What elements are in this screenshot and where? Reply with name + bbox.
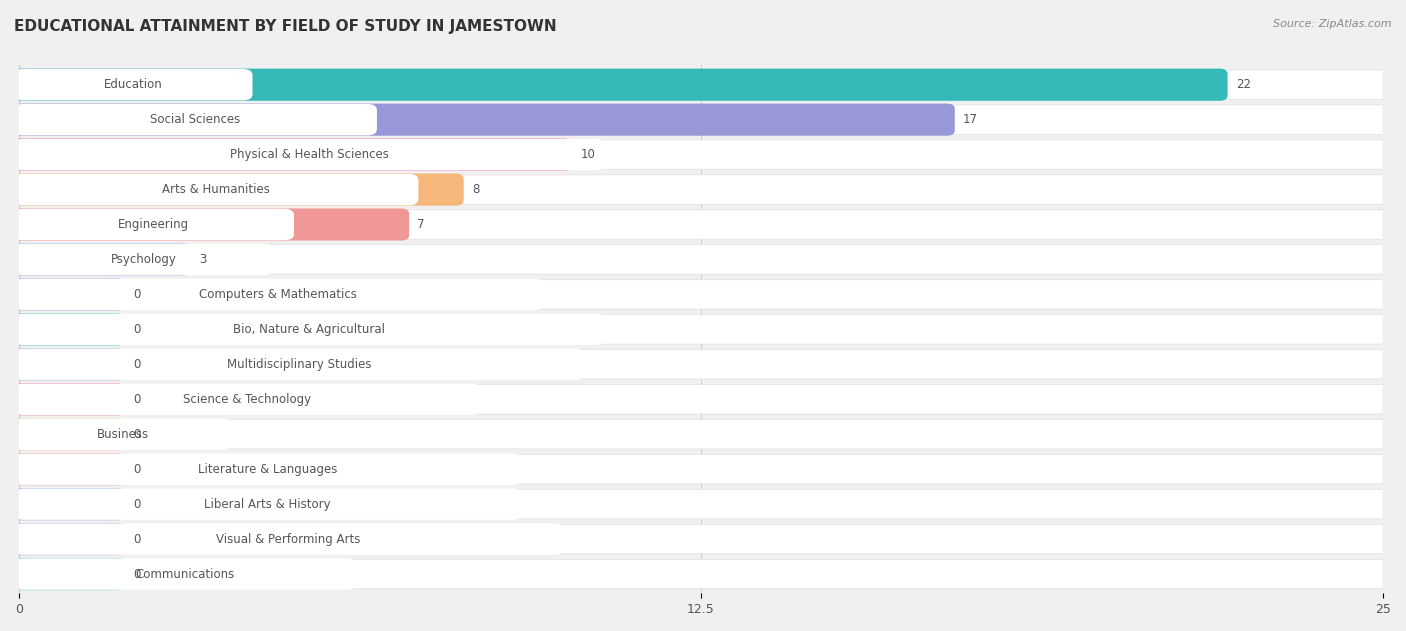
Text: Engineering: Engineering (118, 218, 190, 231)
Text: 0: 0 (134, 567, 141, 581)
FancyBboxPatch shape (11, 174, 464, 206)
FancyBboxPatch shape (14, 454, 522, 485)
Text: 0: 0 (134, 288, 141, 301)
FancyBboxPatch shape (14, 244, 273, 275)
Text: 0: 0 (134, 428, 141, 440)
FancyBboxPatch shape (11, 69, 1227, 101)
FancyBboxPatch shape (11, 278, 125, 310)
FancyBboxPatch shape (14, 418, 232, 450)
Text: Arts & Humanities: Arts & Humanities (162, 183, 270, 196)
Text: Liberal Arts & History: Liberal Arts & History (204, 498, 332, 510)
Text: Social Sciences: Social Sciences (150, 113, 240, 126)
FancyBboxPatch shape (11, 558, 125, 590)
FancyBboxPatch shape (14, 104, 377, 136)
FancyBboxPatch shape (20, 315, 1384, 344)
Text: Psychology: Psychology (111, 253, 176, 266)
FancyBboxPatch shape (20, 524, 1384, 554)
Text: 0: 0 (134, 463, 141, 476)
Text: Education: Education (104, 78, 163, 91)
FancyBboxPatch shape (14, 139, 605, 170)
Text: 0: 0 (134, 358, 141, 371)
FancyBboxPatch shape (14, 558, 356, 590)
FancyBboxPatch shape (20, 454, 1384, 484)
FancyBboxPatch shape (20, 385, 1384, 414)
FancyBboxPatch shape (11, 453, 125, 485)
Text: Business: Business (97, 428, 149, 440)
Text: Computers & Mathematics: Computers & Mathematics (200, 288, 357, 301)
Text: 0: 0 (134, 498, 141, 510)
FancyBboxPatch shape (20, 105, 1384, 134)
Text: EDUCATIONAL ATTAINMENT BY FIELD OF STUDY IN JAMESTOWN: EDUCATIONAL ATTAINMENT BY FIELD OF STUDY… (14, 19, 557, 34)
FancyBboxPatch shape (11, 418, 125, 451)
FancyBboxPatch shape (20, 245, 1384, 274)
FancyBboxPatch shape (20, 210, 1384, 239)
FancyBboxPatch shape (20, 280, 1384, 309)
FancyBboxPatch shape (20, 420, 1384, 449)
FancyBboxPatch shape (11, 139, 572, 171)
FancyBboxPatch shape (14, 69, 253, 100)
Text: 0: 0 (134, 533, 141, 546)
FancyBboxPatch shape (11, 523, 125, 555)
Text: 7: 7 (418, 218, 425, 231)
FancyBboxPatch shape (20, 559, 1384, 589)
Text: 10: 10 (581, 148, 596, 161)
Text: Science & Technology: Science & Technology (183, 392, 311, 406)
Text: 0: 0 (134, 323, 141, 336)
Text: 17: 17 (963, 113, 979, 126)
FancyBboxPatch shape (14, 174, 419, 205)
FancyBboxPatch shape (14, 348, 585, 380)
FancyBboxPatch shape (14, 488, 522, 520)
FancyBboxPatch shape (20, 70, 1384, 100)
Text: Literature & Languages: Literature & Languages (198, 463, 337, 476)
FancyBboxPatch shape (14, 209, 294, 240)
Text: 3: 3 (200, 253, 207, 266)
FancyBboxPatch shape (20, 140, 1384, 169)
Text: Bio, Nature & Agricultural: Bio, Nature & Agricultural (233, 323, 385, 336)
Text: 0: 0 (134, 392, 141, 406)
FancyBboxPatch shape (11, 244, 191, 276)
FancyBboxPatch shape (20, 490, 1384, 519)
Text: 8: 8 (472, 183, 479, 196)
Text: Source: ZipAtlas.com: Source: ZipAtlas.com (1274, 19, 1392, 29)
FancyBboxPatch shape (14, 523, 564, 555)
FancyBboxPatch shape (11, 383, 125, 415)
FancyBboxPatch shape (11, 103, 955, 136)
Text: Communications: Communications (135, 567, 235, 581)
FancyBboxPatch shape (20, 175, 1384, 204)
FancyBboxPatch shape (14, 384, 481, 415)
Text: Physical & Health Sciences: Physical & Health Sciences (229, 148, 388, 161)
FancyBboxPatch shape (11, 314, 125, 345)
FancyBboxPatch shape (14, 314, 605, 345)
FancyBboxPatch shape (20, 350, 1384, 379)
Text: Multidisciplinary Studies: Multidisciplinary Studies (226, 358, 371, 371)
FancyBboxPatch shape (11, 348, 125, 380)
FancyBboxPatch shape (14, 279, 543, 310)
Text: Visual & Performing Arts: Visual & Performing Arts (217, 533, 361, 546)
FancyBboxPatch shape (11, 208, 409, 240)
FancyBboxPatch shape (11, 488, 125, 520)
Text: 22: 22 (1236, 78, 1251, 91)
